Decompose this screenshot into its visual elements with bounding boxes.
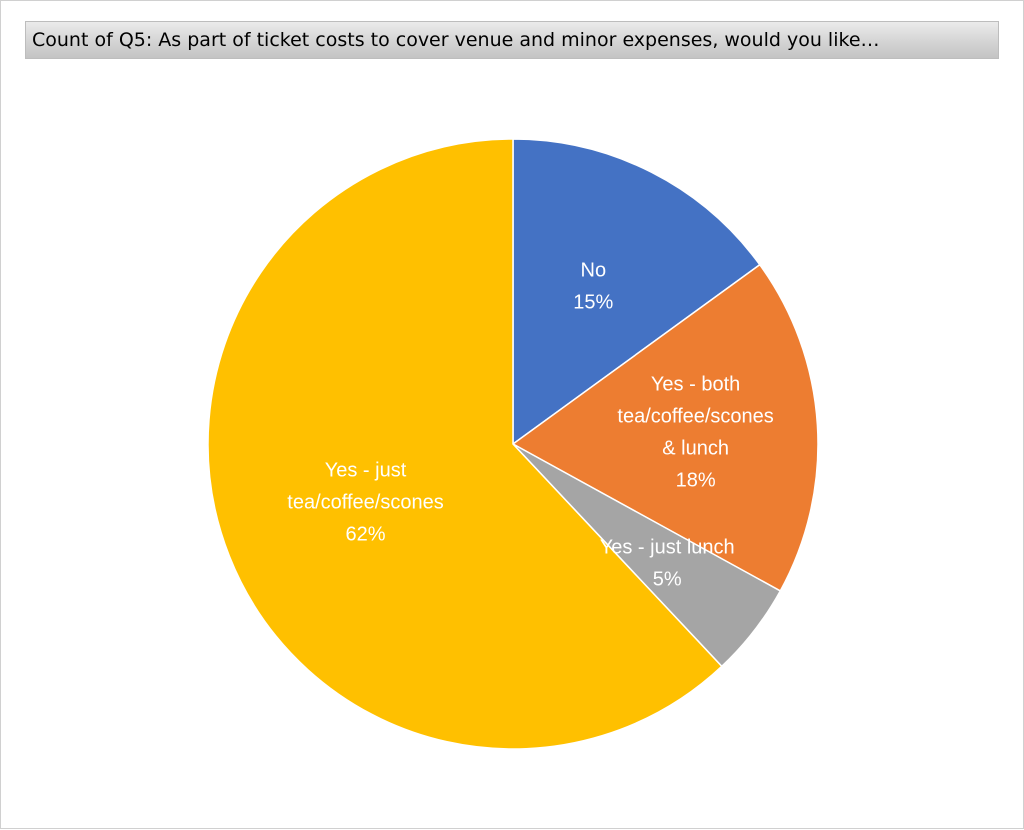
slice-category-label: tea/coffee/scones	[617, 406, 773, 428]
slice-category-label: No	[581, 259, 607, 281]
slice-category-label: tea/coffee/scones	[287, 491, 443, 513]
pie-slice	[511, 263, 819, 592]
slice-percent-label: 5%	[653, 569, 682, 591]
slice-data-label: No 15%	[573, 259, 613, 313]
slice-percent-label: 15%	[573, 291, 613, 313]
slice-data-label: Yes - just tea/coffee/scones 62%	[287, 459, 443, 545]
slice-category-label: Yes - both	[651, 374, 740, 396]
slice-category-label: Yes - just	[325, 459, 407, 481]
pie-slice	[207, 138, 723, 750]
pie-slices	[207, 138, 819, 750]
pie-slice	[512, 138, 761, 446]
slice-percent-label: 18%	[676, 470, 716, 492]
slice-data-label: Yes - both tea/coffee/scones & lunch 18%	[617, 374, 773, 492]
slice-percent-label: 62%	[345, 523, 385, 545]
chart-title: Count of Q5: As part of ticket costs to …	[25, 21, 999, 59]
slice-category-label: & lunch	[662, 438, 729, 460]
slice-data-label: Yes - just lunch 5%	[600, 537, 735, 591]
slice-category-label: Yes - just lunch	[600, 537, 735, 559]
pie-data-labels: No 15% Yes - both tea/coffee/scones & lunch 1…	[287, 259, 774, 590]
